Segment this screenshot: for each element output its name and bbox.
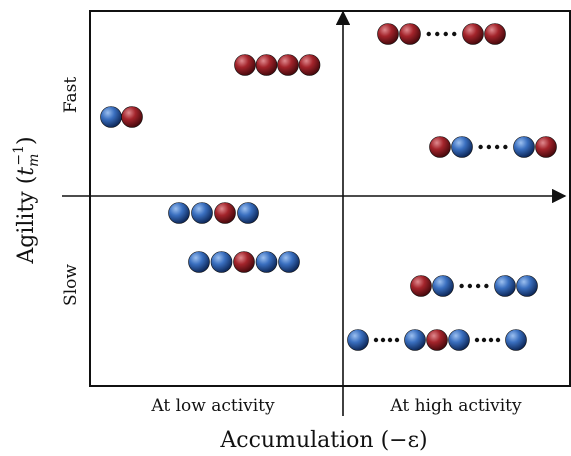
y-axis-title-sub: m [26, 154, 42, 167]
y-label-slow: Slow [61, 264, 81, 306]
y-label-fast: Fast [61, 77, 81, 114]
chain-ellipsis-dot [452, 31, 457, 37]
chain-slow-high-long-polymer [347, 329, 527, 351]
chain-ellipsis-dot [474, 337, 480, 343]
chain-ellipsis-dot [484, 283, 489, 289]
chain-ellipsis-dot [443, 31, 448, 37]
chain-ellipsis-dot [467, 283, 473, 289]
chain-slow-low-pentamer [188, 251, 300, 273]
blue-bead [505, 329, 527, 351]
blue-bead [255, 251, 278, 273]
chain-ellipsis-dot [503, 144, 508, 150]
x-label-low-activity: At low activity [150, 396, 275, 416]
chain-fast-high-mixed-polymer [429, 136, 557, 158]
blue-bead [168, 202, 190, 224]
chain-ellipsis-dot [478, 144, 483, 150]
chain-fast-high-red-polymer [377, 23, 506, 45]
red-bead [255, 54, 278, 76]
chain-fast-low-dimer [100, 106, 143, 128]
blue-bead [451, 136, 473, 158]
red-bead [121, 106, 143, 128]
red-bead [399, 23, 421, 45]
chain-ellipsis-dot [494, 144, 500, 150]
blue-bead [513, 136, 535, 158]
chain-ellipsis-dot [426, 31, 431, 37]
red-bead [233, 251, 255, 273]
blue-bead [188, 251, 210, 273]
blue-bead [237, 202, 259, 224]
y-axis-title-suffix: ) [14, 136, 39, 145]
plot-frame [89, 10, 571, 387]
chain-fast-low-red-tetramer [234, 54, 321, 76]
red-bead [298, 54, 321, 76]
chain-ellipsis-dot [394, 337, 400, 343]
blue-bead [448, 329, 470, 351]
red-bead [234, 54, 256, 76]
blue-bead [516, 275, 538, 297]
chain-ellipsis-dot [435, 31, 440, 37]
blue-bead [494, 275, 516, 297]
red-bead [462, 23, 484, 45]
y-axis-title-var: t [14, 167, 39, 176]
red-bead [277, 54, 299, 76]
chain-ellipsis-dot [486, 144, 492, 150]
x-label-high-activity: At high activity [389, 396, 522, 416]
chain-ellipsis-dot [488, 337, 494, 343]
blue-bead [347, 329, 369, 351]
bead-chains [100, 23, 557, 351]
chain-slow-high-mixed-polymer [410, 275, 538, 297]
blue-bead [278, 251, 300, 273]
blue-bead [432, 275, 454, 297]
chain-ellipsis-dot [481, 337, 487, 343]
y-axis-title-prefix: Agility ( [14, 176, 39, 265]
x-axis-title: Accumulation (−ε) [219, 428, 427, 453]
blue-bead [404, 329, 426, 351]
red-bead [484, 23, 506, 45]
chain-ellipsis-dot [459, 283, 464, 289]
blue-bead [191, 202, 213, 224]
red-bead [426, 329, 448, 351]
red-bead [410, 275, 432, 297]
chain-ellipsis-dot [495, 337, 501, 343]
y-axis-title-sup: −1 [11, 145, 27, 166]
chain-ellipsis-dot [387, 337, 393, 343]
chain-ellipsis-dot [373, 337, 379, 343]
y-axis-title: Agility (tm−1) [11, 136, 42, 264]
chain-ellipsis-dot [380, 337, 386, 343]
red-bead [214, 202, 236, 224]
red-bead [377, 23, 399, 45]
red-bead [429, 136, 451, 158]
blue-bead [100, 106, 122, 128]
red-bead [535, 136, 557, 158]
blue-bead [210, 251, 233, 273]
chain-ellipsis-dot [475, 283, 481, 289]
chain-slow-low-tetramer [168, 202, 259, 224]
